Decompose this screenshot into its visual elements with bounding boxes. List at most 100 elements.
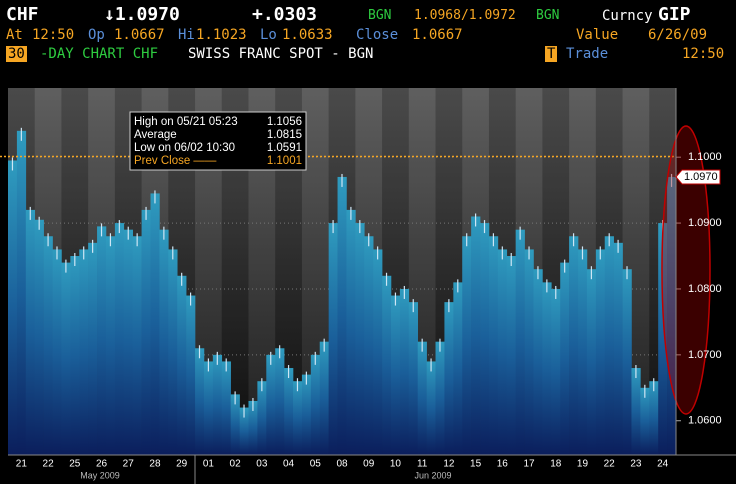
stat-value: 1.0815 — [267, 129, 302, 141]
x-tick-label: 02 — [230, 459, 242, 470]
function-code: GIP — [658, 4, 691, 25]
stat-value: 1.1001 — [267, 155, 302, 167]
x-tick-label: 17 — [523, 459, 535, 470]
bar — [70, 256, 80, 455]
bar — [43, 236, 53, 455]
bar — [435, 341, 445, 455]
y-tick-label: 1.0900 — [688, 217, 722, 229]
bar — [123, 229, 133, 455]
x-tick-label: 09 — [363, 459, 375, 470]
bar — [382, 275, 392, 455]
bid-ask: 1.0968/1.0972 — [414, 8, 516, 23]
bar — [364, 236, 374, 455]
x-tick-label: 11 — [417, 459, 428, 470]
bar — [649, 381, 659, 455]
stats-row: At 12:50 Op 1.0667 Hi 1.1023 Lo 1.0633 C… — [0, 27, 736, 45]
close-label: Close — [356, 27, 399, 43]
stats-box: High on 05/21 05:23 1.1056 Average 1.0815 Lo… — [129, 111, 307, 171]
x-tick-label: 08 — [336, 459, 348, 470]
x-tick-label: 21 — [16, 459, 28, 470]
bar — [8, 160, 18, 455]
bar — [319, 341, 329, 455]
bar — [284, 368, 294, 455]
x-tick-label: 22 — [604, 459, 616, 470]
bar — [462, 236, 472, 455]
x-tick-label: 04 — [283, 459, 295, 470]
bar — [355, 223, 365, 455]
bar — [640, 387, 650, 455]
x-tick-label: 01 — [203, 459, 215, 470]
bar — [141, 209, 151, 455]
last-price-marker — [675, 169, 721, 185]
quote-row: CHF ↓1.0970 +.0303 BGN 1.0968/1.0972 BGN… — [0, 4, 736, 26]
open-value: 1.0667 — [114, 27, 165, 43]
open-label: Op — [88, 27, 105, 43]
bar — [524, 249, 534, 455]
bar — [390, 295, 401, 455]
period-box: 30 — [6, 46, 27, 62]
bar — [230, 394, 240, 455]
source: BGN — [536, 8, 560, 23]
bar — [488, 236, 499, 455]
x-tick-label: 05 — [310, 459, 322, 470]
stats-box-frame — [129, 111, 307, 171]
bar — [453, 282, 463, 455]
bar — [150, 193, 160, 455]
bar — [25, 209, 36, 455]
x-tick-label: 26 — [96, 459, 108, 470]
low-value: 1.0633 — [282, 27, 333, 43]
bar — [34, 219, 44, 455]
y-tick-label: 1.1000 — [688, 151, 722, 163]
bar — [560, 262, 570, 455]
bar — [417, 341, 427, 455]
bar — [551, 288, 561, 455]
y-tick-label: 1.0800 — [688, 283, 722, 295]
bar — [578, 249, 588, 455]
x-tick-label: 23 — [630, 459, 642, 470]
x-tick-label: 25 — [69, 459, 81, 470]
bar — [301, 374, 312, 455]
bar — [203, 361, 214, 455]
bar — [195, 348, 205, 455]
bar — [177, 275, 187, 455]
x-tick-label: 15 — [470, 459, 482, 470]
x-tick-label: 03 — [256, 459, 268, 470]
bar — [212, 354, 223, 455]
bar — [426, 361, 436, 455]
x-tick-label: 27 — [123, 459, 135, 470]
bar — [97, 226, 107, 455]
value-label: Value — [576, 27, 619, 43]
y-tick-label: 1.0600 — [688, 415, 722, 427]
bar — [293, 381, 303, 455]
trade-button[interactable]: Trade — [566, 46, 609, 62]
bar — [221, 361, 231, 455]
low-label: Lo — [260, 27, 277, 43]
date: 6/26/09 — [648, 27, 708, 43]
title-row: 30 -DAY CHART CHF SWISS FRANC SPOT - BGN… — [0, 46, 736, 64]
bar — [248, 400, 258, 455]
stat-label: Average — [134, 129, 177, 141]
x-tick-label: 10 — [390, 459, 402, 470]
bar — [480, 223, 490, 455]
ticker: CHF — [6, 4, 39, 25]
x-tick-label: 16 — [497, 459, 509, 470]
highlight-ellipse — [661, 125, 711, 415]
bar — [658, 223, 668, 455]
bar — [257, 381, 267, 455]
bar — [542, 282, 552, 455]
bar — [373, 249, 383, 455]
stat-value: 1.1056 — [267, 116, 302, 128]
bar — [337, 176, 347, 455]
bar — [114, 223, 125, 455]
x-tick-label: 18 — [550, 459, 562, 470]
bar — [132, 236, 142, 455]
stat-label: Low on 06/02 10:30 — [134, 142, 235, 154]
x-tick-label: 29 — [176, 459, 188, 470]
bar — [471, 216, 481, 455]
source: BGN — [368, 8, 392, 23]
bar — [328, 223, 338, 455]
market-sector: Curncy — [602, 8, 653, 24]
menu-key[interactable]: T — [545, 46, 558, 62]
high-label: Hi — [178, 27, 195, 43]
bar — [631, 368, 641, 455]
